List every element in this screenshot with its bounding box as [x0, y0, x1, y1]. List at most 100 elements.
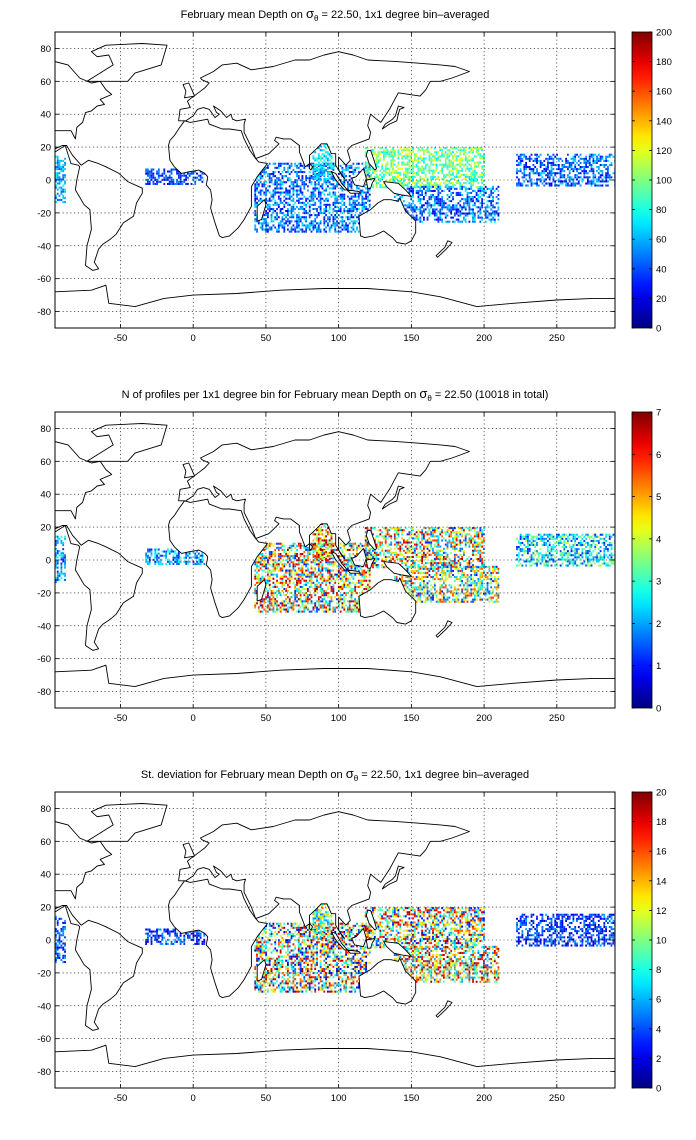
data-cell	[305, 226, 308, 229]
data-cell	[348, 197, 351, 200]
data-cell	[259, 602, 262, 605]
data-cell	[457, 194, 460, 197]
data-cell	[352, 171, 355, 174]
data-cell	[395, 169, 398, 172]
data-cell	[272, 610, 275, 613]
data-cell	[330, 167, 333, 170]
data-cell	[290, 214, 293, 217]
data-cell	[597, 178, 600, 181]
data-cell	[310, 177, 313, 180]
data-cell	[412, 159, 414, 162]
data-cell	[379, 173, 382, 176]
data-cell	[415, 216, 418, 219]
data-cell	[435, 218, 438, 221]
data-cell	[339, 594, 342, 597]
data-cell	[299, 585, 302, 588]
data-cell	[312, 171, 315, 174]
data-cell	[367, 579, 369, 582]
data-cell	[288, 195, 291, 198]
data-cell	[483, 189, 485, 192]
data-cell	[334, 222, 337, 225]
data-cell	[412, 194, 414, 197]
data-cell	[305, 588, 308, 591]
data-cell	[517, 182, 520, 185]
data-cell	[439, 216, 442, 219]
data-cell	[290, 220, 293, 223]
data-cell	[404, 171, 407, 174]
data-cell	[325, 197, 328, 200]
data-cell	[56, 166, 59, 169]
data-cell	[330, 590, 333, 593]
data-cell	[352, 195, 355, 198]
data-cell	[404, 169, 407, 172]
data-cell	[390, 173, 393, 176]
data-cell	[276, 546, 278, 549]
data-cell	[443, 163, 445, 166]
data-cell	[325, 594, 328, 597]
data-cell	[316, 167, 318, 170]
data-cell	[281, 187, 284, 190]
data-cell	[437, 218, 440, 221]
data-cell	[268, 191, 271, 194]
data-cell	[317, 155, 320, 158]
data-cell	[261, 598, 264, 601]
data-cell	[321, 183, 324, 186]
data-cell	[365, 191, 368, 194]
data-cell	[261, 177, 264, 180]
data-cell	[375, 173, 378, 176]
data-cell	[426, 163, 429, 166]
data-cell	[272, 559, 275, 562]
data-cell	[317, 542, 320, 545]
data-cell	[321, 594, 324, 597]
data-cell	[287, 197, 289, 200]
region-east-pacific	[516, 153, 615, 187]
data-cell	[547, 164, 549, 167]
data-cell	[317, 157, 320, 160]
colorbar-tick-label: 180	[656, 57, 672, 68]
data-cell	[154, 560, 157, 563]
data-cell	[283, 166, 286, 169]
data-cell	[423, 204, 425, 207]
data-cell	[525, 184, 528, 187]
data-cell	[375, 182, 378, 185]
data-cell	[479, 173, 482, 176]
data-cell	[428, 198, 431, 201]
data-cell	[307, 189, 309, 192]
data-cell	[317, 573, 320, 576]
data-cell	[279, 569, 282, 572]
data-cell	[423, 177, 425, 180]
data-cell	[319, 157, 322, 160]
data-cell	[383, 157, 385, 160]
data-cell	[466, 204, 469, 207]
data-cell	[308, 199, 311, 202]
data-cell	[296, 175, 298, 178]
data-cell	[357, 610, 360, 613]
data-cell	[307, 600, 309, 603]
data-cell	[404, 204, 407, 207]
data-cell	[477, 194, 480, 197]
data-cell	[307, 606, 309, 609]
data-cell	[299, 216, 302, 219]
data-cell	[543, 180, 546, 183]
data-cell	[361, 210, 364, 213]
data-cell	[461, 157, 464, 160]
data-cell	[444, 165, 447, 168]
data-cell	[328, 545, 331, 548]
data-cell	[148, 174, 151, 177]
data-cell	[483, 165, 485, 168]
data-cell	[337, 573, 340, 576]
data-cell	[317, 608, 320, 611]
data-cell	[352, 210, 355, 213]
data-cell	[177, 552, 180, 555]
data-cell	[312, 602, 315, 605]
data-cell	[316, 557, 318, 560]
data-cell	[404, 147, 407, 150]
data-cell	[287, 177, 289, 180]
data-cell	[341, 203, 344, 206]
data-cell	[345, 222, 348, 225]
data-cell	[339, 210, 342, 213]
data-cell	[277, 224, 280, 227]
data-cell	[310, 561, 313, 564]
data-cell	[328, 181, 331, 184]
data-cell	[408, 159, 411, 162]
